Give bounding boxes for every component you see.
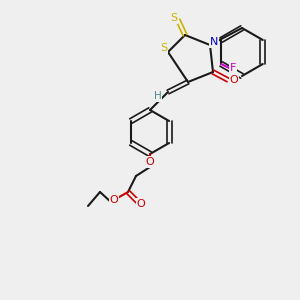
Text: S: S: [170, 13, 178, 23]
Text: N: N: [210, 37, 218, 47]
Text: O: O: [146, 157, 154, 167]
Text: O: O: [136, 199, 146, 209]
Text: S: S: [160, 43, 168, 53]
Text: H: H: [154, 91, 162, 101]
Text: O: O: [110, 195, 118, 205]
Text: O: O: [230, 75, 238, 85]
Text: F: F: [230, 63, 236, 73]
